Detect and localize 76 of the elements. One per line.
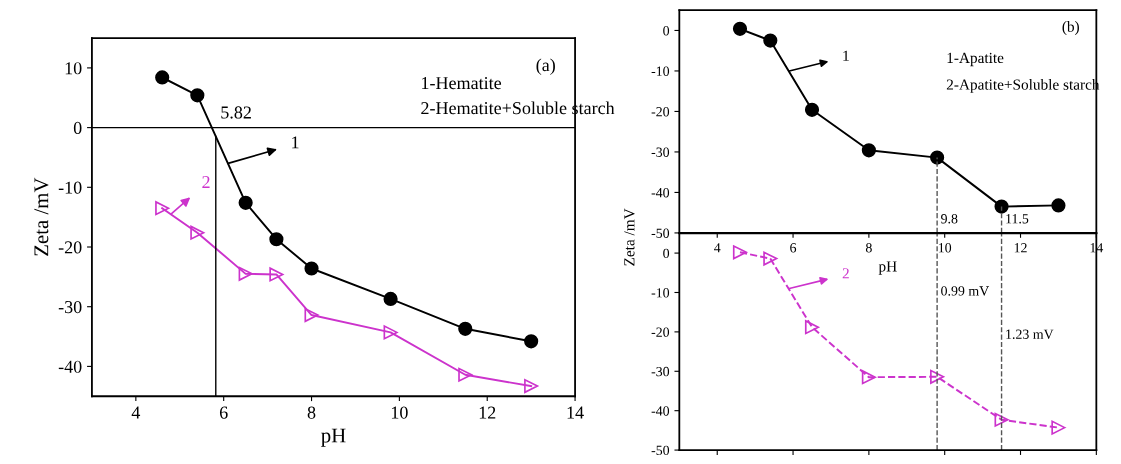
x-axis-title: pH bbox=[878, 261, 897, 275]
point bbox=[930, 150, 945, 165]
annotation: (b) bbox=[1062, 21, 1079, 35]
point bbox=[1051, 198, 1066, 213]
point bbox=[861, 370, 876, 385]
point bbox=[732, 245, 748, 260]
annotation: 1 bbox=[843, 50, 849, 61]
point bbox=[763, 251, 778, 266]
x-tick-label: 8 bbox=[307, 406, 316, 419]
y-tick-label: -30 bbox=[651, 147, 670, 157]
x-tick-label: 8 bbox=[865, 243, 872, 253]
point bbox=[383, 291, 398, 307]
y-tick-label: -40 bbox=[58, 360, 82, 373]
point bbox=[304, 261, 319, 276]
point bbox=[732, 21, 748, 36]
x-tick-label: 14 bbox=[567, 406, 584, 419]
annotation: 1 bbox=[292, 136, 299, 149]
point bbox=[524, 334, 539, 349]
point bbox=[524, 379, 539, 394]
y-tick-label: -30 bbox=[58, 300, 82, 314]
point bbox=[458, 321, 473, 336]
y-axis-title: Zeta /mV bbox=[624, 208, 635, 266]
annotation: (a) bbox=[536, 58, 555, 75]
x-tick-label: 12 bbox=[479, 406, 496, 419]
ref-line-label: 1.23 mV bbox=[1006, 329, 1054, 339]
y-tick-label: -10 bbox=[651, 288, 670, 298]
y-tick-label: 10 bbox=[65, 62, 82, 75]
y-axis-title: Zeta /mV bbox=[34, 177, 49, 256]
point bbox=[458, 367, 473, 382]
point bbox=[238, 266, 253, 281]
point bbox=[383, 325, 398, 340]
point bbox=[994, 412, 1009, 427]
y-tick-label: -30 bbox=[651, 366, 670, 377]
point bbox=[804, 320, 820, 335]
y-tick-label: -40 bbox=[651, 188, 670, 198]
x-tick-label: 6 bbox=[219, 406, 228, 419]
x-axis-title: pH bbox=[321, 428, 346, 447]
x-tick-label: 12 bbox=[1014, 243, 1027, 253]
annotation: 1-Apatite bbox=[947, 52, 1004, 67]
point bbox=[155, 70, 170, 85]
y-tick-label: -20 bbox=[58, 241, 82, 254]
annotation: 2 bbox=[842, 268, 849, 279]
point bbox=[304, 307, 319, 323]
ref-line-label: 5.82 bbox=[221, 106, 251, 119]
x-tick-label: 4 bbox=[714, 243, 721, 253]
point bbox=[269, 232, 284, 247]
y-tick-label: -20 bbox=[651, 107, 670, 117]
point bbox=[1051, 420, 1066, 435]
y-tick-label: -10 bbox=[58, 181, 82, 194]
x-tick-label: 6 bbox=[790, 243, 797, 253]
x-tick-label: 4 bbox=[131, 406, 141, 419]
y-tick-label: -50 bbox=[651, 228, 670, 238]
ref-line-label: 11.5 bbox=[1006, 214, 1029, 224]
y-tick-label: 0 bbox=[73, 121, 82, 135]
point bbox=[861, 143, 876, 158]
ref-line-label: 9.8 bbox=[941, 214, 958, 224]
x-tick-label: 10 bbox=[938, 243, 952, 253]
point bbox=[804, 102, 820, 117]
ref-line-label: 0.99 mV bbox=[941, 286, 990, 296]
point bbox=[994, 199, 1009, 214]
point bbox=[190, 225, 205, 240]
y-tick-label: -50 bbox=[651, 445, 670, 456]
y-tick-label: -40 bbox=[651, 406, 670, 416]
y-tick-label: 0 bbox=[663, 248, 670, 259]
y-tick-label: 0 bbox=[663, 26, 670, 36]
y-tick-label: -10 bbox=[651, 66, 670, 76]
y-tick-label: -20 bbox=[651, 327, 670, 337]
point bbox=[238, 195, 253, 210]
point bbox=[155, 201, 170, 216]
point bbox=[190, 88, 205, 103]
point bbox=[930, 369, 945, 384]
x-tick-label: 10 bbox=[391, 406, 408, 419]
point bbox=[763, 33, 778, 48]
point bbox=[269, 267, 284, 282]
annotation: 2 bbox=[202, 176, 210, 188]
annotation: 1-Hematite bbox=[422, 77, 502, 90]
